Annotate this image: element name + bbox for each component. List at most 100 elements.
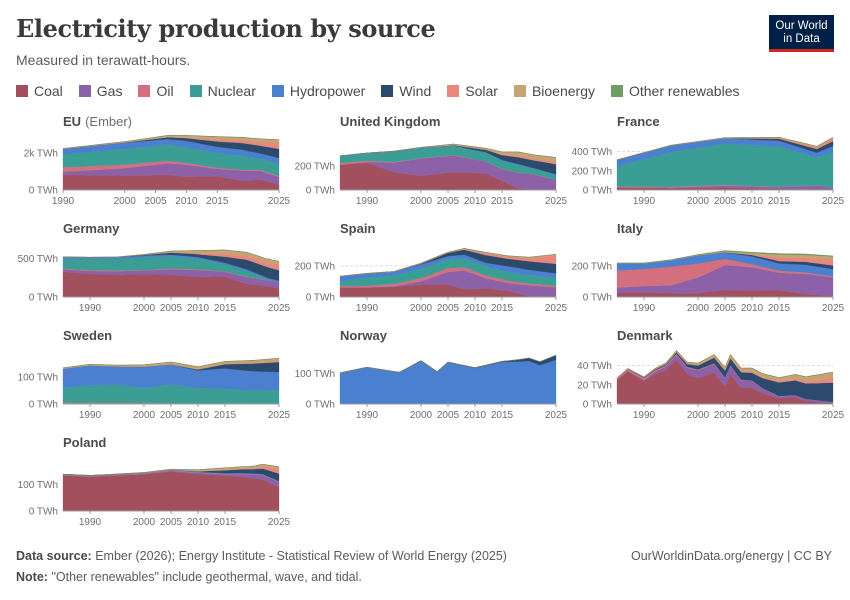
legend-swatch bbox=[513, 85, 526, 97]
area-other-renewables[interactable] bbox=[62, 464, 280, 476]
x-tick-label: 1990 bbox=[356, 410, 379, 421]
facet-title: Poland bbox=[63, 435, 106, 450]
area-other-renewables[interactable] bbox=[62, 135, 280, 149]
legend-item[interactable]: Coal bbox=[16, 83, 63, 99]
x-tick-label: 2015 bbox=[768, 410, 791, 421]
facet-name: France bbox=[617, 114, 660, 129]
facet-norway: Norway 0 TWh 100 TWh 1990 2000 2005 2010 2015 20… bbox=[295, 328, 568, 421]
facet-title: Germany bbox=[63, 221, 120, 236]
x-tick-label: 1990 bbox=[356, 196, 379, 207]
x-tick-label: 2005 bbox=[437, 303, 460, 314]
legend-item[interactable]: Solar bbox=[447, 83, 498, 99]
area-other-renewables[interactable] bbox=[339, 248, 557, 277]
facet-france: France 0 TWh 200 TWh 400 TWh 1990 2000 2005 201… bbox=[572, 114, 845, 207]
x-tick-label: 2000 bbox=[687, 410, 710, 421]
total-outline bbox=[62, 358, 280, 369]
x-tick-label: 2000 bbox=[410, 410, 433, 421]
x-tick-label: 2010 bbox=[741, 303, 764, 314]
area-other-renewables[interactable] bbox=[616, 250, 834, 264]
facet-title: EU (Ember) bbox=[63, 114, 132, 129]
area-other-renewables[interactable] bbox=[616, 350, 834, 379]
x-tick-label: 2000 bbox=[410, 196, 433, 207]
x-tick-label: 2010 bbox=[741, 410, 764, 421]
total-outline bbox=[62, 249, 280, 262]
x-tick-label: 2015 bbox=[214, 410, 237, 421]
x-tick-label: 1990 bbox=[633, 196, 656, 207]
area-hydropower[interactable] bbox=[339, 359, 557, 405]
legend-item[interactable]: Oil bbox=[138, 83, 174, 99]
y-tick-label: 400 TWh bbox=[572, 147, 612, 158]
y-tick-label: 2k TWh bbox=[24, 148, 58, 159]
facet-name: Poland bbox=[63, 435, 106, 450]
y-tick-label: 100 TWh bbox=[295, 369, 335, 380]
x-tick-label: 2005 bbox=[714, 196, 737, 207]
facet-eu: EU (Ember) 0 TWh 2k TWh 1990 2000 2005 2010 2015… bbox=[24, 114, 291, 207]
total-outline bbox=[617, 250, 834, 264]
y-tick-label: 100 TWh bbox=[18, 372, 58, 383]
facet-name: Spain bbox=[340, 221, 375, 236]
legend-item[interactable]: Hydropower bbox=[271, 83, 365, 99]
footer-source: Data source: Ember (2026); Energy Instit… bbox=[16, 549, 507, 563]
area-other-renewables[interactable] bbox=[62, 358, 280, 368]
x-tick-label: 2000 bbox=[133, 410, 156, 421]
facet-sweden: Sweden 0 TWh 100 TWh 1990 2000 2005 2010 2015 20… bbox=[18, 328, 291, 421]
total-outline bbox=[616, 349, 834, 379]
chart-subtitle: Measured in terawatt-hours. bbox=[16, 52, 191, 68]
legend-swatch bbox=[138, 85, 151, 97]
legend-item[interactable]: Wind bbox=[381, 83, 431, 99]
note-label: Note: bbox=[16, 570, 48, 584]
area-other-renewables[interactable] bbox=[616, 137, 834, 160]
y-tick-label: 200 TWh bbox=[572, 261, 612, 272]
area-other-renewables[interactable] bbox=[62, 249, 280, 262]
x-tick-label: 2010 bbox=[464, 196, 487, 207]
total-outline bbox=[339, 354, 557, 374]
legend-item[interactable]: Bioenergy bbox=[513, 83, 595, 99]
footer-license-link[interactable]: OurWorldinData.org/energy | CC BY bbox=[630, 549, 832, 563]
legend-item[interactable]: Gas bbox=[78, 83, 122, 99]
area-other-renewables[interactable] bbox=[339, 355, 557, 373]
legend-swatch bbox=[78, 85, 91, 97]
legend-item[interactable]: Other renewables bbox=[610, 83, 740, 99]
x-tick-label: 2005 bbox=[437, 196, 460, 207]
facet-italy: Italy 0 TWh 200 TWh 1990 2000 2005 2010 2015 202… bbox=[572, 221, 845, 314]
facet-name: United Kingdom bbox=[340, 114, 440, 129]
x-tick-label: 2025 bbox=[268, 196, 291, 207]
x-tick-label: 2015 bbox=[491, 303, 514, 314]
y-tick-label: 20 TWh bbox=[577, 380, 612, 391]
x-tick-label: 2000 bbox=[114, 196, 137, 207]
x-tick-label: 2015 bbox=[214, 517, 237, 528]
facet-denmark: Denmark 0 TWh 20 TWh 40 TWh 1990 2000 2005 2010… bbox=[577, 328, 844, 421]
x-tick-label: 2025 bbox=[822, 410, 845, 421]
y-tick-label: 0 TWh bbox=[29, 507, 58, 518]
x-tick-label: 2025 bbox=[268, 517, 291, 528]
x-tick-label: 2005 bbox=[144, 196, 167, 207]
legend-label: Bioenergy bbox=[531, 83, 595, 99]
x-tick-label: 2015 bbox=[206, 196, 229, 207]
facet-title: Norway bbox=[340, 328, 388, 343]
x-tick-label: 2010 bbox=[187, 410, 210, 421]
legend-item[interactable]: Nuclear bbox=[189, 83, 256, 99]
facet-title: Italy bbox=[617, 221, 644, 236]
x-tick-label: 2000 bbox=[133, 303, 156, 314]
legend-swatch bbox=[189, 85, 202, 97]
facet-name: Norway bbox=[340, 328, 388, 343]
x-tick-label: 2010 bbox=[187, 517, 210, 528]
y-tick-label: 200 TWh bbox=[572, 166, 612, 177]
x-tick-label: 1990 bbox=[79, 303, 102, 314]
logo-line-1: Our World bbox=[775, 20, 828, 32]
x-tick-label: 2015 bbox=[491, 410, 514, 421]
note-text: "Other renewables" include geothermal, w… bbox=[51, 570, 362, 584]
x-tick-label: 1990 bbox=[633, 410, 656, 421]
legend-label: Solar bbox=[465, 83, 498, 99]
owid-logo[interactable]: Our World in Data bbox=[769, 15, 834, 52]
x-tick-label: 2000 bbox=[410, 303, 433, 314]
y-tick-label: 0 TWh bbox=[29, 186, 58, 197]
x-tick-label: 2025 bbox=[268, 303, 291, 314]
y-tick-label: 0 TWh bbox=[306, 186, 335, 197]
x-tick-label: 2005 bbox=[160, 517, 183, 528]
x-tick-label: 2025 bbox=[822, 196, 845, 207]
facet-name: Germany bbox=[63, 221, 120, 236]
facet-name: EU bbox=[63, 114, 81, 129]
legend: Coal Gas Oil Nuclear Hydropower Wind Solar Bioe… bbox=[16, 83, 756, 99]
area-other-renewables[interactable] bbox=[339, 143, 557, 158]
